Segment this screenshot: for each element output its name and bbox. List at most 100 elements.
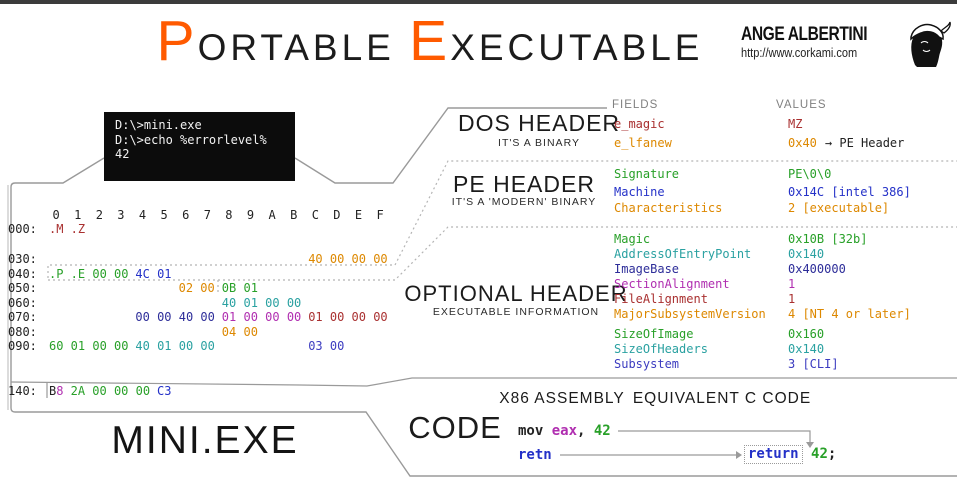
hex-col-header: 7 [203,208,211,222]
section-heading-code: CODE [408,410,502,445]
field-value: 0x14C [intel 386] [788,185,911,199]
brand-block: ANGE ALBERTINI http://www.corkami.com [741,24,956,60]
code-token: mov [518,423,552,439]
title-space [395,27,409,68]
section-heading-optional-header: OPTIONAL HEADER [404,281,628,306]
hex-col-header: 3 [117,208,125,222]
field-value: 0x140 [788,247,825,261]
hex-bytes-group: 60 01 00 00 [49,339,129,353]
terminal-line: D:\>echo %errorlevel% [115,132,267,147]
field-name: Characteristics [614,201,723,215]
hex-bytes-group: .P .E 00 00 [49,266,129,281]
field-name: Signature [614,167,680,181]
field-value: 1 [788,292,796,306]
field-name: Magic [614,232,651,246]
field-value: 1 [788,277,796,291]
hex-bytes-group: 40 01 00 00 [221,295,302,310]
field-name: e_lfanew [614,136,672,150]
section-subtitle-pe-header: IT'S A 'MODERN' BINARY [451,196,597,208]
fields-column-label: FIELDS [612,99,659,111]
hex-bytes-group: B [49,383,57,398]
code-token: eax [551,423,578,439]
hex-bytes-group: 8 [56,383,64,398]
hex-bytes-group: C3 [157,383,172,398]
field-value: 0x160 [788,327,825,341]
hex-col-header: 8 [225,208,233,222]
hex-offset: 090: [8,339,37,353]
code-token: return [744,445,803,464]
hex-bytes-group: .M .Z [49,222,86,236]
values-column-label: VALUES [776,99,827,111]
hex-col-header: B [290,208,298,222]
field-name: MajorSubsystemVersion [614,307,766,321]
hex-col-header: C [311,208,319,222]
hex-offset: 140: [8,383,37,398]
hex-col-header: 1 [74,208,82,222]
hex-col-header: 6 [182,208,190,222]
section-subtitle-dos-header: IT'S A BINARY [498,137,580,149]
hex-offset: 080: [8,324,37,339]
hex-col-header: 9 [246,208,255,222]
asm-line-mov: mov eax, 42 [518,423,611,439]
field-value: 3 [CLI] [788,357,839,371]
section-heading-dos-header: DOS HEADER [457,110,621,136]
field-value: 0x40 → PE Header [788,136,905,150]
code-token: 42 [811,446,828,462]
field-name: ImageBase [614,262,680,276]
code-token: retn [518,447,552,463]
field-name: AddressOfEntryPoint [614,247,752,261]
hex-bytes-group: 40 00 00 00 [308,252,388,266]
section-heading-pe-header: PE HEADER [453,171,595,197]
hex-bytes-group: 04 00 [221,324,258,339]
code-token: ; [827,446,837,462]
field-name: SectionAlignment [614,277,730,291]
asm-column-header: X86 ASSEMBLY [499,390,625,407]
hex-col-header: D [333,208,341,222]
hex-bytes-group: 40 01 00 00 [135,339,215,353]
hex-bytes-group: 01 00 00 00 [221,310,302,324]
title-letter-p: P [156,9,198,73]
hex-col-header: 4 [138,208,147,222]
hex-bytes-group: 03 00 [308,339,345,353]
hex-col-header: A [268,208,276,222]
hex-bytes-group: 0B 01 [221,281,258,295]
hex-bytes-group: 4C 01 [135,266,172,281]
terminal-window: D:\>mini.exe D:\>echo %errorlevel% 42 [104,112,295,181]
hex-offset: 060: [8,295,37,310]
hex-col-header: 5 [160,208,168,222]
section-subtitle-optional-header: EXECUTABLE INFORMATION [432,306,600,318]
portrait-head-icon [910,21,951,67]
author-name: ANGE ALBERTINI [741,24,868,45]
hex-bytes-group: 01 00 00 00 [308,310,388,324]
hex-offset: 050: [8,281,37,295]
field-value: 4 [NT 4 or later] [788,307,911,321]
code-token: , [577,423,594,439]
mov-to-return-arrow [618,430,811,442]
field-value-extra: → PE Header [824,136,905,150]
field-value: 0x140 [788,342,825,356]
terminal-line: 42 [115,147,130,161]
field-value: PE\0\0 [788,167,832,181]
hex-col-header: 2 [95,208,103,222]
hex-col-header: F [376,208,384,222]
field-name: e_magic [614,117,665,131]
hex-offset: 030: [8,252,37,266]
hex-bytes-group: 2A 00 00 00 [70,383,151,398]
code-token: 42 [593,423,611,439]
field-value: MZ [788,117,803,131]
site-url: http://www.corkami.com [741,46,858,60]
c-column-header: EQUIVALENT C CODE [632,390,812,407]
top-border-bar [0,0,957,4]
c-return-statement: return 42; [744,445,837,464]
hex-bytes-group: 00 00 40 00 [135,310,215,324]
file-label: MINI.EXE [111,419,299,462]
terminal-line: D:\>mini.exe [115,118,202,132]
hex-offset: 000: [8,222,37,236]
title-word-ortable: ORTABLE [197,27,395,68]
hex-col-header: 0 [52,208,60,222]
hex-col-header: E [354,208,363,222]
field-value: 0x400000 [788,262,846,276]
title-letter-e: E [409,9,451,73]
field-name: FileAlignment [614,292,708,306]
